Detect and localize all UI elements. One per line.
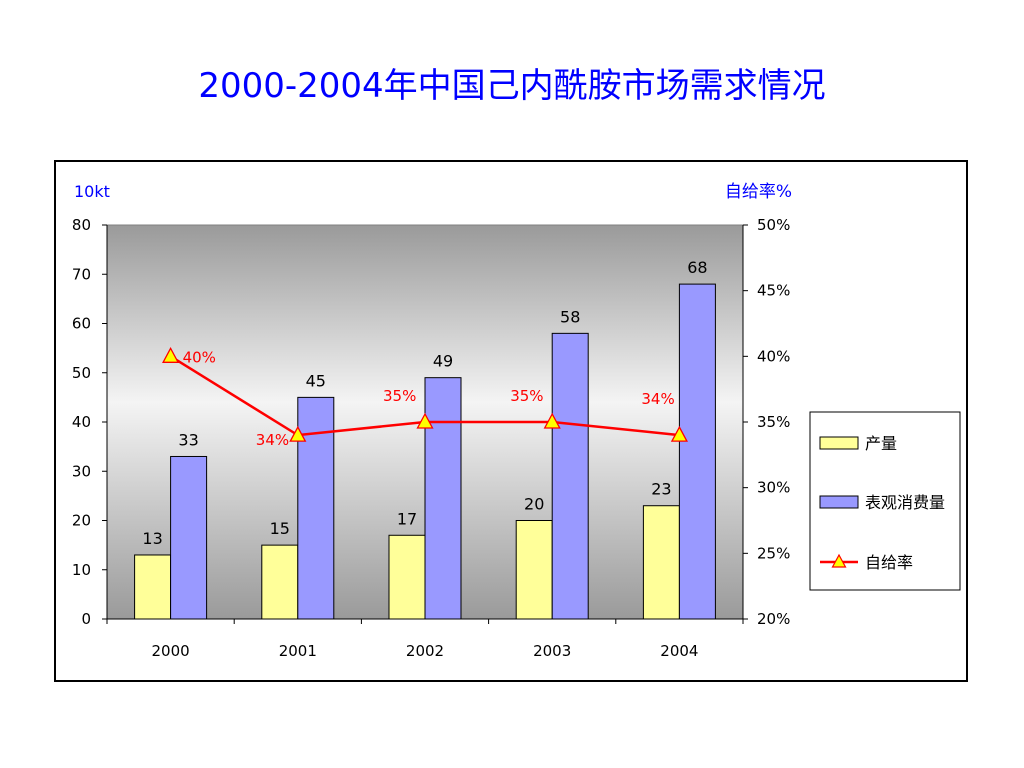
legend-label: 表观消费量 [865, 493, 945, 512]
bar-data-label: 23 [651, 480, 671, 499]
bar-data-label: 17 [397, 509, 417, 528]
y-left-axis-label: 10kt [74, 182, 110, 201]
line-marker [289, 425, 307, 442]
y-right-axis-label: 自给率% [725, 182, 792, 202]
bar-production [515, 520, 553, 620]
legend-marker [831, 553, 847, 568]
y-right-tick-label: 25% [757, 544, 790, 562]
bar-data-label: 68 [687, 258, 707, 277]
y-left-tick-label: 20 [72, 512, 91, 530]
x-tick-label: 2004 [660, 642, 698, 660]
line-marker [670, 425, 688, 442]
bar-production [388, 534, 426, 620]
y-left-tick-label: 40 [72, 413, 91, 431]
y-left-tick-label: 50 [72, 364, 91, 382]
legend-label: 产量 [865, 434, 897, 453]
y-right-tick-label: 35% [757, 413, 790, 431]
x-tick-label: 2003 [533, 642, 571, 660]
bar-consumption [170, 455, 208, 620]
y-left-tick-label: 10 [72, 561, 91, 579]
bar-data-label: 20 [524, 495, 544, 514]
line-data-label: 40% [183, 348, 216, 366]
bar-production [642, 505, 680, 620]
bar-consumption [424, 377, 462, 620]
bar-data-label: 15 [270, 519, 290, 538]
bar-data-label: 45 [306, 371, 326, 390]
bar-data-label: 13 [142, 529, 162, 548]
line-data-label: 35% [510, 387, 543, 405]
bar-production [134, 554, 172, 620]
y-left-tick-label: 80 [72, 216, 91, 234]
legend-label: 自给率 [865, 553, 913, 572]
bar-consumption [297, 396, 335, 620]
bar-data-label: 49 [433, 352, 453, 371]
y-right-tick-label: 20% [757, 610, 790, 628]
y-left-tick-label: 0 [81, 610, 91, 628]
line-marker [416, 412, 434, 429]
line-data-label: 34% [641, 390, 674, 408]
x-tick-label: 2001 [279, 642, 317, 660]
line-marker [162, 346, 180, 363]
x-tick-label: 2002 [406, 642, 444, 660]
y-left-tick-label: 60 [72, 315, 91, 333]
page-title: 2000-2004年中国己内酰胺市场需求情况 [198, 66, 826, 106]
y-left-tick-label: 30 [72, 462, 91, 480]
line-data-label: 35% [383, 387, 416, 405]
y-right-tick-label: 40% [757, 347, 790, 365]
legend-swatch [819, 495, 859, 509]
bar-data-label: 58 [560, 307, 580, 326]
line-data-label: 34% [256, 431, 289, 449]
bar-consumption [678, 283, 716, 620]
legend-swatch [819, 436, 859, 450]
y-left-tick-label: 70 [72, 265, 91, 283]
y-right-tick-label: 30% [757, 479, 790, 497]
bar-consumption [551, 332, 589, 620]
bar-production [261, 544, 299, 620]
line-marker [543, 412, 561, 429]
y-right-tick-label: 50% [757, 216, 790, 234]
x-tick-label: 2000 [152, 642, 190, 660]
y-right-tick-label: 45% [757, 282, 790, 300]
bar-data-label: 33 [178, 430, 198, 449]
